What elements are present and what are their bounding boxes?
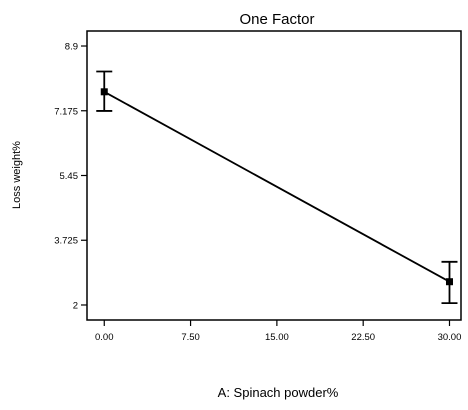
x-tick-label: 22.50 (351, 332, 375, 343)
y-axis: 2 3.725 5.45 7.175 8.9 (54, 42, 87, 311)
y-tick-label: 8.9 (65, 42, 78, 53)
y-axis-label: Loss weight% (11, 141, 23, 209)
plot-area-frame (86, 30, 462, 321)
y-tick-label: 3.725 (54, 236, 78, 247)
x-tick-label: 7.50 (181, 332, 200, 343)
x-axis-label: A: Spinach powder% (218, 385, 339, 400)
x-tick-label: 15.00 (265, 332, 289, 343)
y-tick-label: 2 (73, 300, 78, 311)
data-point (100, 88, 108, 96)
y-tick-label: 5.45 (60, 171, 79, 182)
x-tick-label: 0.00 (95, 332, 114, 343)
data-point (445, 278, 453, 286)
series-layer (96, 70, 458, 305)
x-tick-label: 30.00 (438, 332, 462, 343)
chart-title: One Factor (239, 11, 314, 28)
x-axis: 0.00 7.50 15.00 22.50 30.00 (95, 320, 461, 343)
y-tick-label: 7.175 (54, 106, 78, 117)
series-line (103, 91, 450, 283)
